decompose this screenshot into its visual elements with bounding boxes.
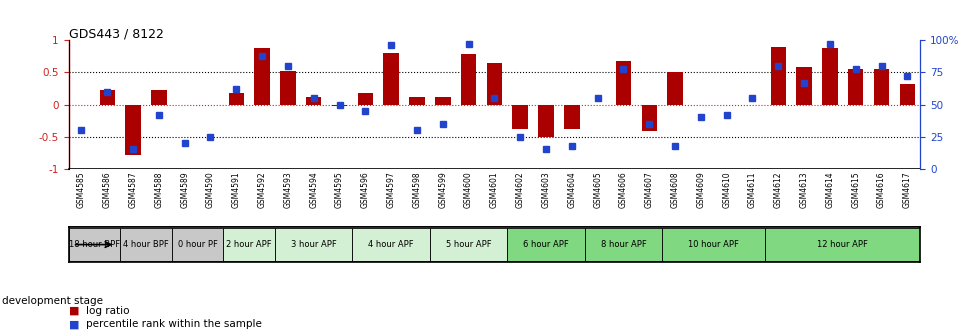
Bar — [223, 228, 275, 261]
Text: GSM4588: GSM4588 — [155, 172, 163, 208]
Bar — [847, 69, 863, 104]
Text: 12 hour APF: 12 hour APF — [817, 240, 867, 249]
Bar — [584, 228, 661, 261]
Bar — [899, 84, 914, 104]
Bar — [151, 90, 166, 104]
Text: GSM4610: GSM4610 — [722, 172, 731, 208]
Text: GSM4605: GSM4605 — [593, 172, 601, 208]
Text: 8 hour APF: 8 hour APF — [600, 240, 645, 249]
Text: GSM4614: GSM4614 — [824, 172, 833, 208]
Text: 10 hour APF: 10 hour APF — [688, 240, 738, 249]
Text: GSM4599: GSM4599 — [438, 172, 447, 208]
Text: GSM4586: GSM4586 — [103, 172, 111, 208]
Text: GSM4597: GSM4597 — [386, 172, 395, 208]
Bar — [538, 104, 554, 137]
Bar — [429, 228, 507, 261]
Text: GSM4604: GSM4604 — [566, 172, 576, 208]
Bar — [352, 228, 429, 261]
Bar — [280, 71, 295, 104]
Text: GSM4603: GSM4603 — [541, 172, 550, 208]
Text: 4 hour BPF: 4 hour BPF — [123, 240, 168, 249]
Bar — [770, 47, 785, 104]
Text: GSM4601: GSM4601 — [489, 172, 499, 208]
Text: GSM4602: GSM4602 — [515, 172, 524, 208]
Text: GSM4608: GSM4608 — [670, 172, 679, 208]
Text: GSM4617: GSM4617 — [902, 172, 911, 208]
Bar — [383, 53, 398, 104]
Bar — [228, 93, 244, 104]
Bar — [822, 48, 837, 104]
Bar — [486, 63, 502, 104]
Text: GSM4612: GSM4612 — [773, 172, 782, 208]
Text: GSM4613: GSM4613 — [799, 172, 808, 208]
Text: 2 hour APF: 2 hour APF — [226, 240, 272, 249]
Bar — [306, 97, 321, 104]
Text: GSM4596: GSM4596 — [361, 172, 370, 208]
Text: percentile rank within the sample: percentile rank within the sample — [86, 319, 262, 329]
Text: GSM4598: GSM4598 — [412, 172, 422, 208]
Bar — [68, 228, 120, 261]
Text: 5 hour APF: 5 hour APF — [445, 240, 491, 249]
Text: ■: ■ — [68, 306, 79, 316]
Text: GSM4609: GSM4609 — [695, 172, 705, 208]
Bar — [100, 90, 114, 104]
Text: GSM4600: GSM4600 — [464, 172, 472, 208]
Bar — [409, 97, 424, 104]
Bar — [667, 73, 682, 104]
Text: GSM4593: GSM4593 — [283, 172, 292, 208]
Text: GSM4589: GSM4589 — [180, 172, 189, 208]
Bar — [511, 104, 527, 129]
Bar — [641, 104, 656, 131]
Text: GSM4595: GSM4595 — [334, 172, 343, 208]
Text: 6 hour APF: 6 hour APF — [522, 240, 568, 249]
Text: GSM4616: GSM4616 — [876, 172, 885, 208]
Text: GSM4606: GSM4606 — [618, 172, 627, 208]
Bar — [615, 61, 631, 104]
Bar — [275, 228, 352, 261]
Bar — [765, 228, 919, 261]
Text: GSM4585: GSM4585 — [77, 172, 86, 208]
Text: GSM4615: GSM4615 — [850, 172, 860, 208]
Text: log ratio: log ratio — [86, 306, 129, 316]
Text: ■: ■ — [68, 319, 79, 329]
Text: GDS443 / 8122: GDS443 / 8122 — [68, 27, 163, 40]
Bar — [461, 54, 476, 104]
Text: GSM4590: GSM4590 — [205, 172, 215, 208]
Text: 3 hour APF: 3 hour APF — [290, 240, 336, 249]
Bar — [332, 104, 347, 106]
Text: GSM4594: GSM4594 — [309, 172, 318, 208]
Bar — [171, 228, 223, 261]
Text: 0 hour PF: 0 hour PF — [177, 240, 217, 249]
Text: development stage: development stage — [2, 296, 103, 306]
Text: 18 hour BPF: 18 hour BPF — [68, 240, 119, 249]
Text: GSM4607: GSM4607 — [645, 172, 653, 208]
Text: GSM4592: GSM4592 — [257, 172, 266, 208]
Bar — [873, 69, 888, 104]
Text: GSM4587: GSM4587 — [128, 172, 138, 208]
Bar — [434, 97, 450, 104]
Text: GSM4611: GSM4611 — [747, 172, 756, 208]
Text: GSM4591: GSM4591 — [232, 172, 241, 208]
Bar — [661, 228, 765, 261]
Bar — [507, 228, 584, 261]
Bar — [254, 48, 270, 104]
Text: 4 hour APF: 4 hour APF — [368, 240, 414, 249]
Bar — [795, 67, 811, 104]
Bar — [563, 104, 579, 129]
Bar — [120, 228, 171, 261]
Bar — [357, 93, 373, 104]
Bar — [125, 104, 141, 155]
